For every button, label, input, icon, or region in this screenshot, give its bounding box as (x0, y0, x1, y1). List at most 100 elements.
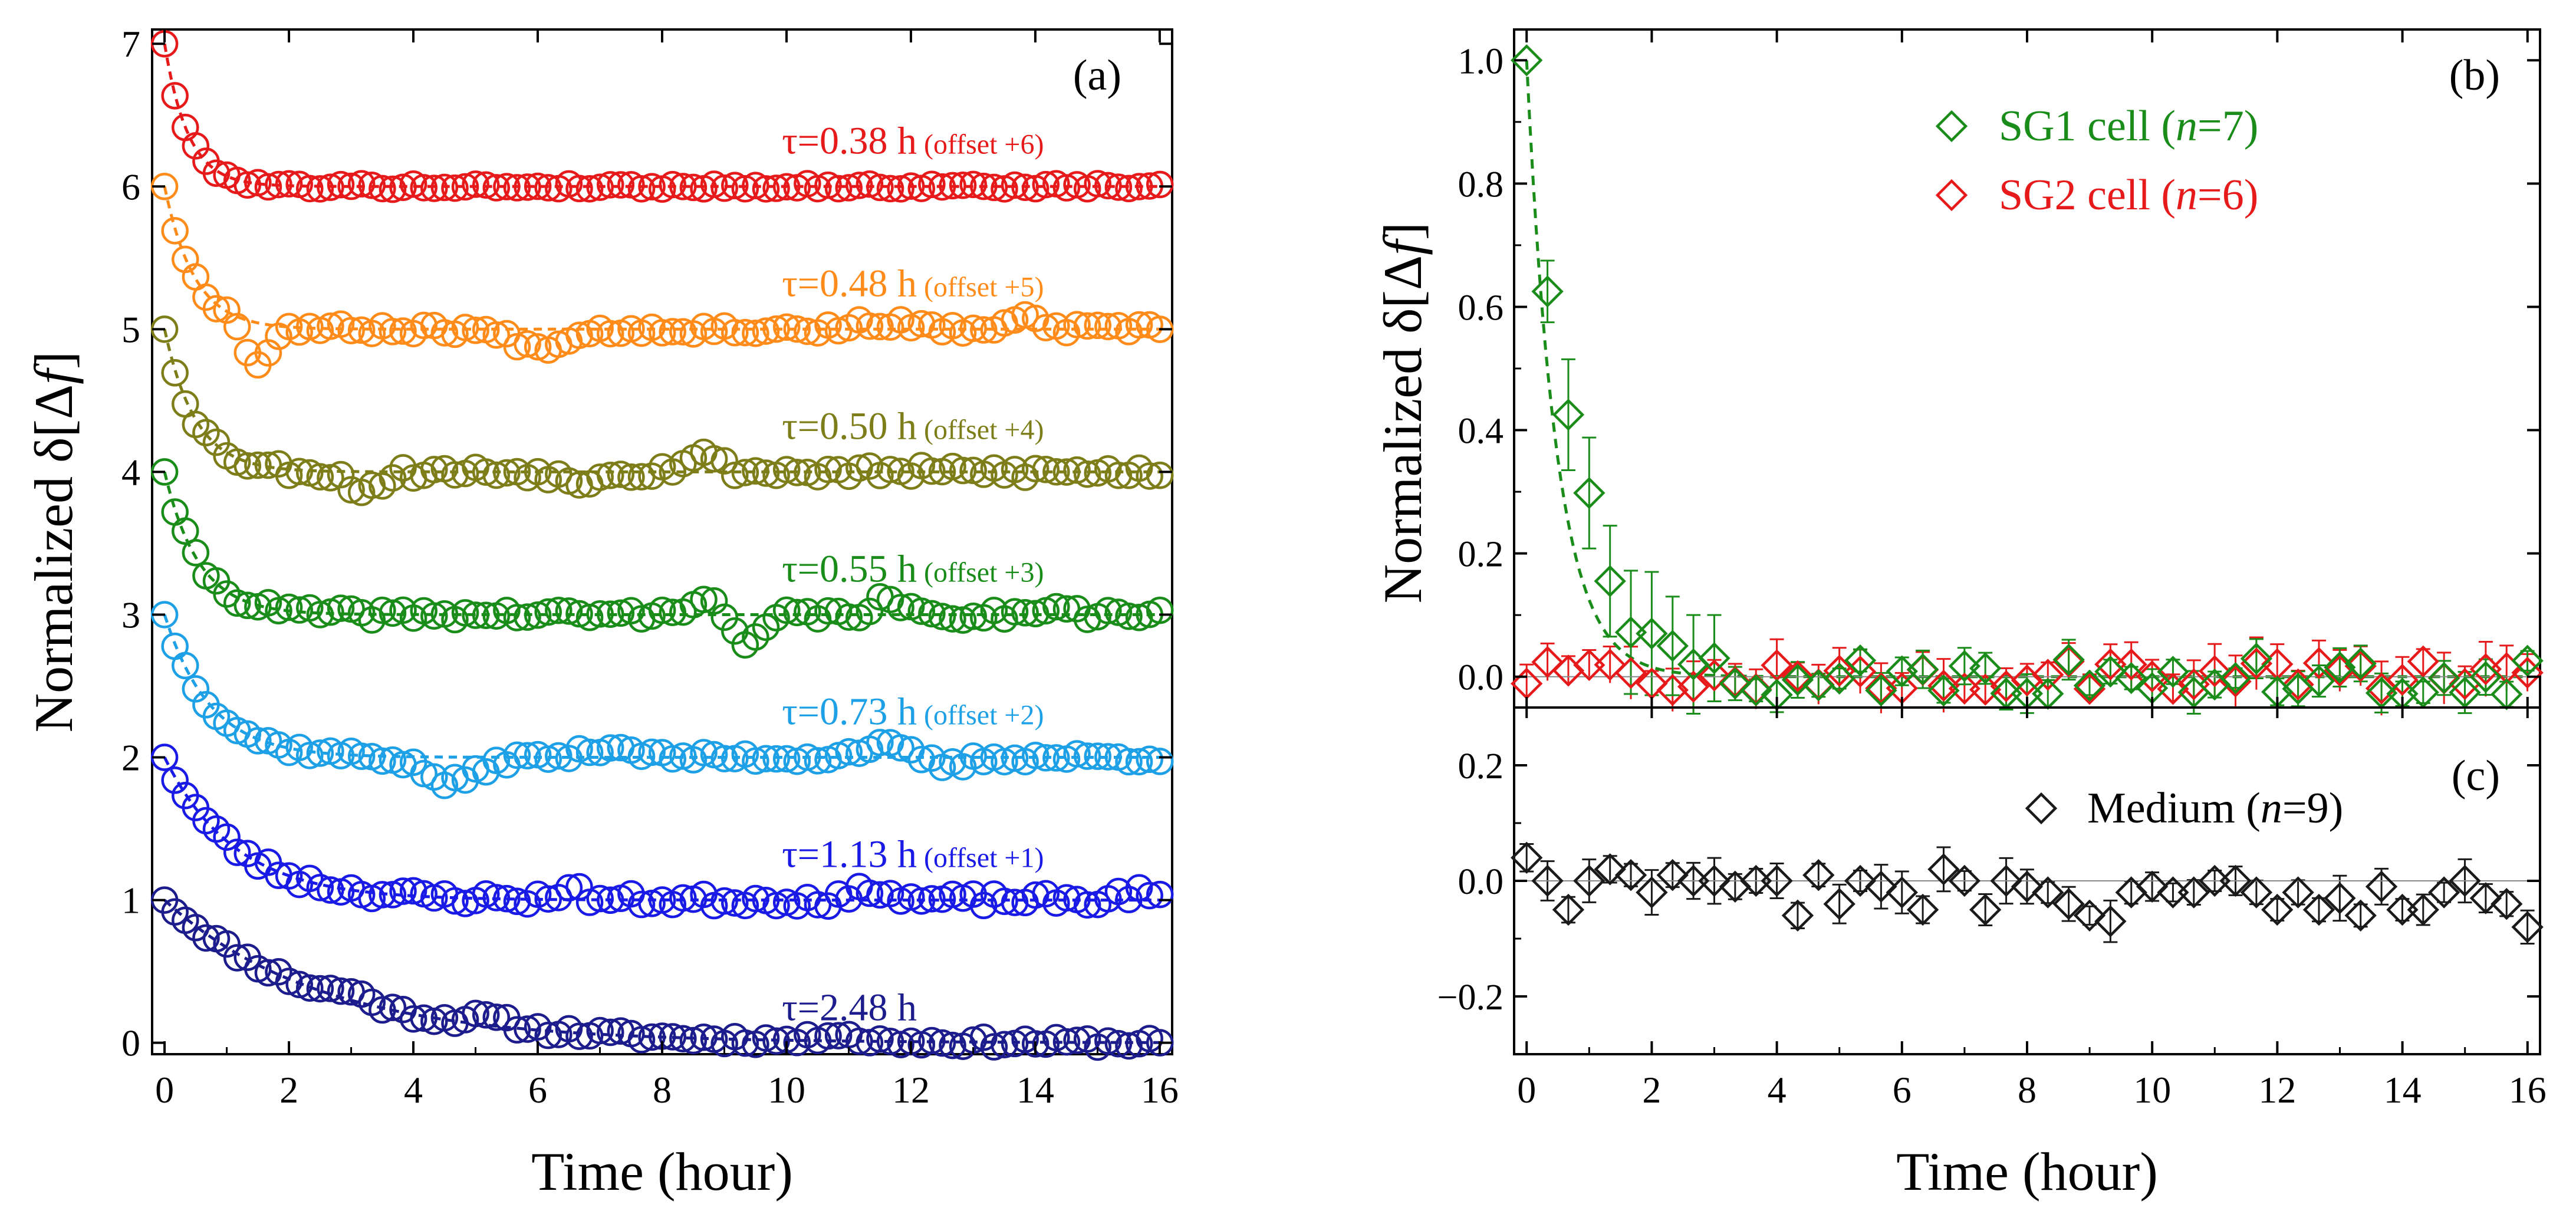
data-point (876, 1027, 904, 1055)
data-point (742, 172, 769, 199)
tau-label-5: τ=0.48 h (782, 262, 917, 305)
data-point (627, 1026, 656, 1054)
data-point (327, 594, 355, 622)
x-tick-label: 4 (1768, 1069, 1787, 1111)
data-point (721, 318, 749, 347)
data-point (1146, 748, 1174, 775)
data-point (762, 1027, 790, 1055)
data-point (1032, 314, 1060, 341)
data-point (379, 318, 407, 346)
data-point (462, 999, 489, 1028)
data-point (1146, 170, 1174, 199)
data-point (410, 1004, 437, 1032)
x-tick-label: 0 (155, 1069, 174, 1111)
data-point-sg1 (1719, 667, 1752, 700)
data-point (514, 330, 541, 358)
data-point-sg2 (1865, 672, 1897, 705)
data-point-sg2 (1698, 659, 1731, 692)
data-point (607, 171, 635, 199)
data-point (223, 312, 251, 341)
data-point (327, 977, 355, 1005)
data-point (317, 173, 344, 201)
y-tick-label: 0.8 (1458, 164, 1504, 205)
offset-label-5: (offset +5) (924, 271, 1044, 302)
data-point (545, 742, 573, 770)
data-point (161, 359, 189, 387)
data-point (596, 320, 624, 348)
data-point (939, 605, 966, 633)
data-point (887, 594, 914, 621)
data-point (586, 463, 614, 491)
legend-label-sg1: SG1 cell (n=7) (1999, 102, 2258, 150)
offset-label-6: (offset +6) (924, 129, 1044, 160)
data-point-medium (2198, 864, 2231, 897)
y-tick-label: 0.0 (1458, 658, 1504, 698)
data-point (503, 887, 531, 916)
legend-label-sg2: SG2 cell (n=6) (1999, 171, 2258, 219)
data-point (565, 175, 593, 203)
x-tick-label: 14 (2384, 1069, 2422, 1111)
data-point (379, 464, 407, 492)
data-point-sg1 (2094, 655, 2127, 688)
data-point (1052, 458, 1081, 486)
data-point (202, 295, 231, 323)
data-point-medium (2136, 870, 2169, 903)
data-point-sg2 (2240, 647, 2273, 680)
data-point (565, 321, 593, 349)
data-point (607, 599, 635, 627)
data-point (627, 175, 656, 203)
panel-a-y-axis-label: Normalized δ[Δf] (24, 351, 84, 733)
data-point (762, 315, 790, 343)
data-point (845, 1027, 873, 1055)
data-point (317, 464, 344, 492)
panel-b-y-axis-label: Normalized δ[Δf] (1373, 222, 1433, 604)
data-point (524, 601, 552, 629)
data-point (866, 173, 894, 202)
data-point (700, 587, 728, 615)
data-point (752, 613, 780, 641)
data-point (814, 1022, 842, 1050)
data-point (866, 729, 894, 756)
data-point-sg1 (2240, 642, 2273, 675)
data-point (244, 451, 272, 479)
fit-curve-sg1 (1525, 60, 2528, 679)
data-point (1001, 598, 1029, 626)
y-tick-label: 0.2 (1458, 535, 1504, 575)
data-point (1136, 881, 1163, 910)
data-point (949, 456, 977, 485)
data-point (586, 600, 614, 628)
data-point (638, 1023, 666, 1051)
data-point (596, 462, 624, 489)
data-point (213, 823, 241, 851)
data-point-medium (1677, 864, 1710, 897)
data-point (1104, 1029, 1133, 1058)
data-point (772, 745, 801, 773)
y-tick-label: −0.2 (1437, 978, 1504, 1018)
data-point-medium (1906, 893, 1939, 926)
data-point (369, 747, 396, 775)
data-point (752, 175, 780, 203)
data-point (482, 321, 511, 349)
data-point (534, 1021, 562, 1049)
data-point (462, 316, 489, 344)
data-point (161, 498, 189, 526)
data-point-sg1 (1865, 674, 1897, 707)
data-point (441, 174, 469, 202)
data-point-sg1 (1781, 663, 1814, 696)
data-point (1094, 312, 1122, 341)
data-point-sg1 (1511, 44, 1543, 77)
data-point (991, 887, 1018, 915)
data-point (534, 598, 562, 626)
fit-curve-3 (163, 471, 1160, 616)
data-point (980, 173, 1008, 202)
data-point (482, 884, 511, 912)
data-point (524, 172, 552, 200)
data-point-sg2 (1781, 660, 1814, 693)
data-point (379, 599, 407, 627)
data-point (192, 419, 220, 447)
data-point (710, 603, 738, 631)
data-point (420, 175, 448, 202)
data-point (161, 766, 189, 794)
data-point (856, 452, 884, 480)
data-point (596, 886, 624, 914)
